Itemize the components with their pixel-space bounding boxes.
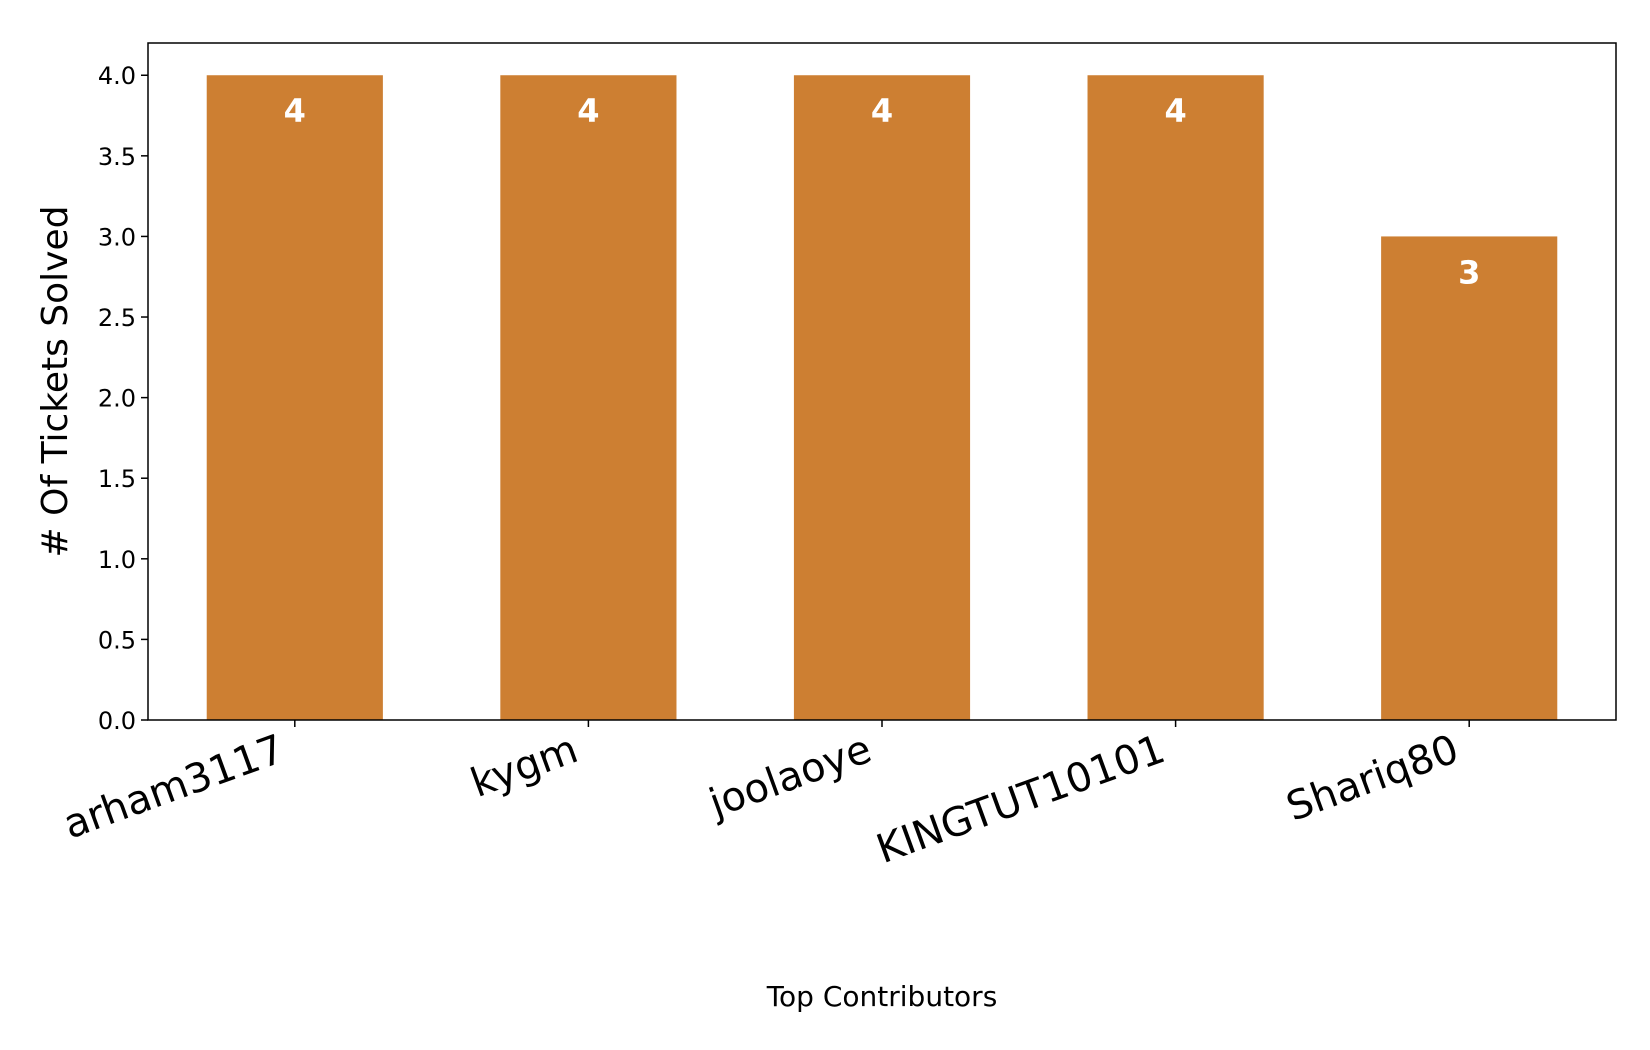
y-tick-label-3: 1.5	[98, 465, 136, 493]
y-tick-label-5: 2.5	[98, 304, 136, 332]
y-tick-label-4: 2.0	[98, 385, 136, 413]
x-tick-label-2: joolaoye	[702, 726, 877, 827]
x-tick-label-3: KINGTUT10101	[871, 726, 1171, 873]
y-tick-label-7: 3.5	[98, 143, 136, 171]
x-tick-label-1: kygm	[465, 726, 584, 807]
y-tick-label-0: 0.0	[98, 707, 136, 735]
y-axis-title: # Of Tickets Solved	[35, 206, 76, 558]
y-tick-label-8: 4.0	[98, 62, 136, 90]
y-tick-label-6: 3.0	[98, 223, 136, 251]
y-tick-label-2: 1.0	[98, 546, 136, 574]
y-tick-label-1: 0.5	[98, 626, 136, 654]
data-label-3: 4	[1164, 92, 1186, 130]
y-axis: 0.0 0.5 1.0 1.5 2.0 2.5 3.0 3.5 4.0	[98, 62, 148, 735]
bar-3	[1087, 75, 1264, 720]
bar-1	[500, 75, 677, 720]
data-label-0: 4	[284, 92, 306, 130]
data-label-4: 3	[1458, 253, 1480, 291]
x-tick-label-0: arham3117	[58, 726, 291, 848]
x-axis-title: Top Contributors	[766, 980, 998, 1013]
bar-2	[793, 75, 971, 720]
bar-0	[206, 75, 383, 720]
bars-layer	[206, 75, 1558, 720]
x-tick-label-4: Shariq80	[1281, 726, 1465, 830]
data-labels-layer: 4 4 4 4 3	[284, 92, 1481, 291]
data-label-2: 4	[871, 92, 893, 130]
data-label-1: 4	[577, 92, 599, 130]
bar-4	[1381, 236, 1558, 720]
